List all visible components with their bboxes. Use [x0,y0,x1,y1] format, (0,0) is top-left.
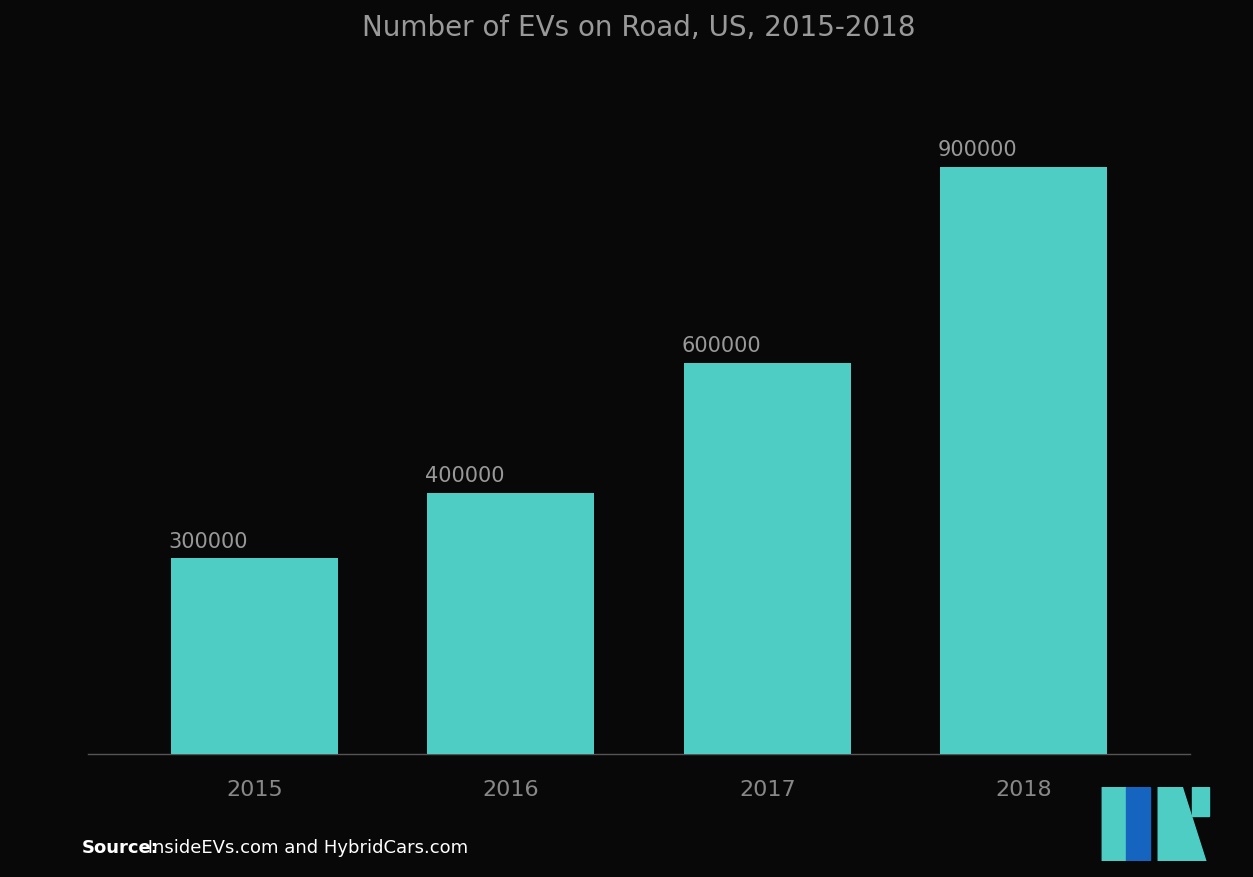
Text: 900000: 900000 [937,140,1017,160]
Polygon shape [1126,787,1150,861]
Bar [427,494,594,754]
Text: Source:: Source: [81,838,158,857]
Polygon shape [1192,787,1209,816]
Bar [172,559,338,754]
Text: 600000: 600000 [682,336,761,355]
Polygon shape [1103,787,1126,861]
Polygon shape [1158,787,1205,861]
Bar [940,168,1106,754]
Text: InsideEVs.com and HybridCars.com: InsideEVs.com and HybridCars.com [142,838,467,857]
Text: 300000: 300000 [168,531,248,551]
Text: 400000: 400000 [425,466,505,486]
Polygon shape [1103,787,1150,861]
Title: Number of EVs on Road, US, 2015-2018: Number of EVs on Road, US, 2015-2018 [362,13,916,41]
Bar [684,363,851,754]
Polygon shape [1158,787,1182,861]
